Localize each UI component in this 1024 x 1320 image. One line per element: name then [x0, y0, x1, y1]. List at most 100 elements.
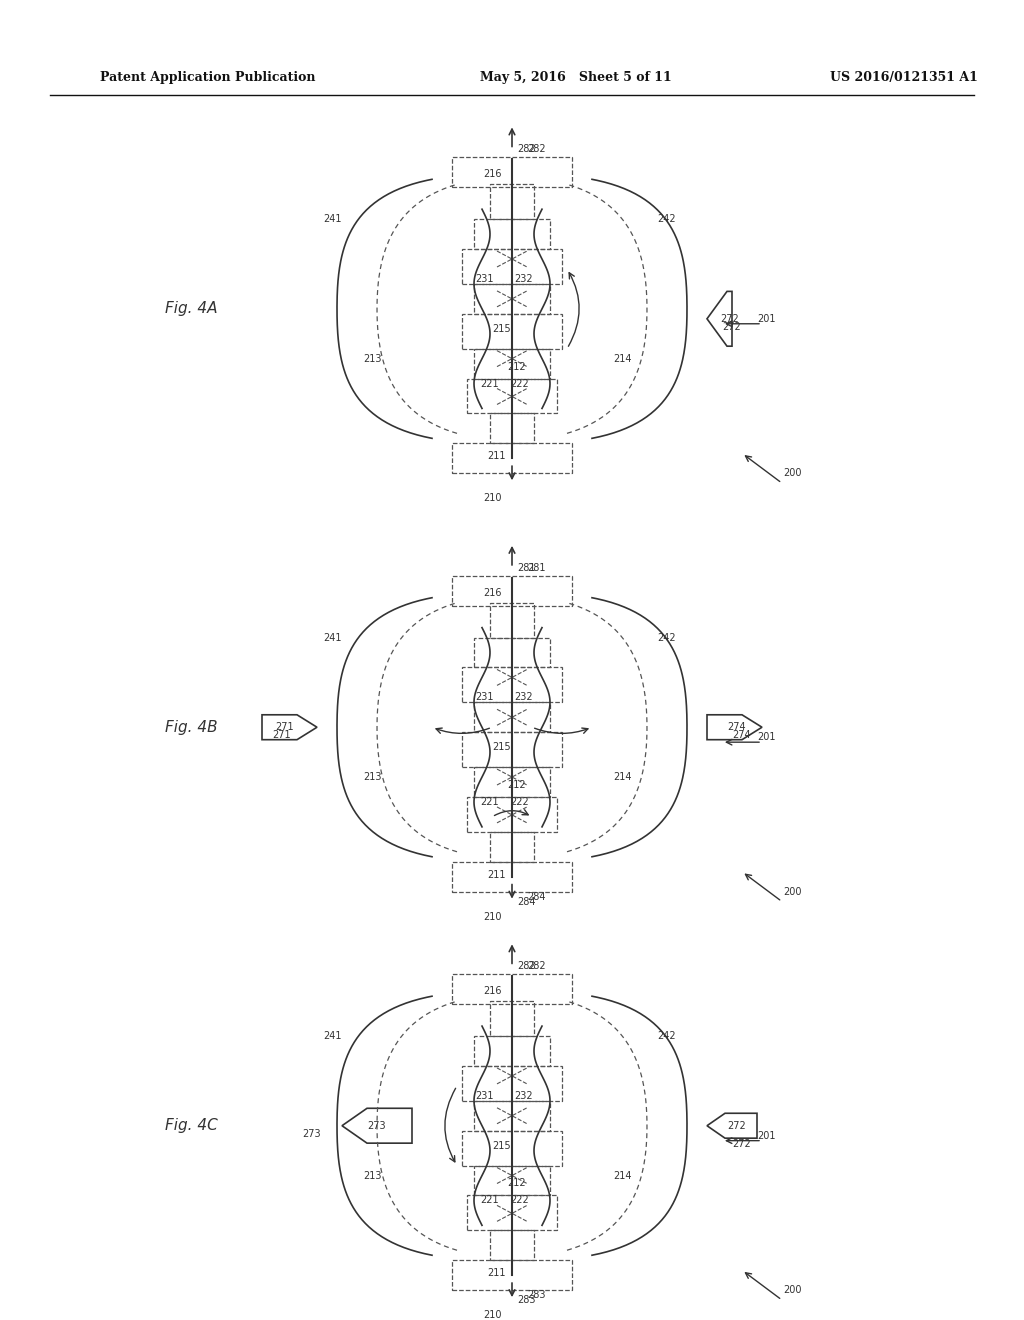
Text: 222: 222 — [511, 797, 529, 807]
Bar — [452, 157, 572, 187]
Text: 215: 215 — [493, 1140, 511, 1151]
Bar — [462, 314, 562, 348]
Text: 201: 201 — [758, 1131, 776, 1140]
Bar — [474, 1036, 550, 1067]
Text: 272: 272 — [720, 314, 739, 323]
Text: 212: 212 — [508, 362, 526, 372]
Text: 274: 274 — [728, 722, 746, 733]
Text: 216: 216 — [482, 587, 502, 598]
Text: May 5, 2016   Sheet 5 of 11: May 5, 2016 Sheet 5 of 11 — [480, 71, 672, 84]
Bar — [474, 284, 550, 314]
Text: 282: 282 — [518, 961, 537, 972]
Text: 273: 273 — [368, 1121, 386, 1131]
Bar — [462, 1067, 562, 1101]
Text: 214: 214 — [612, 354, 631, 363]
Text: 271: 271 — [272, 730, 291, 741]
Text: 200: 200 — [782, 1286, 801, 1295]
Text: 231: 231 — [475, 693, 494, 702]
Bar — [474, 638, 550, 668]
Text: 221: 221 — [480, 1196, 500, 1205]
Bar — [490, 185, 534, 219]
Text: US 2016/0121351 A1: US 2016/0121351 A1 — [830, 71, 978, 84]
Bar — [467, 797, 557, 832]
Text: 215: 215 — [493, 323, 511, 334]
Text: 216: 216 — [482, 169, 502, 180]
Bar — [490, 1230, 534, 1261]
Bar — [452, 576, 572, 606]
Text: 222: 222 — [511, 379, 529, 388]
Text: Patent Application Publication: Patent Application Publication — [100, 71, 315, 84]
Text: 213: 213 — [362, 772, 381, 781]
Bar — [467, 379, 557, 413]
Bar — [474, 219, 550, 249]
Text: 212: 212 — [508, 780, 526, 789]
Text: 241: 241 — [323, 214, 341, 224]
Text: 284: 284 — [518, 896, 537, 907]
Text: 214: 214 — [612, 1171, 631, 1180]
Text: 210: 210 — [482, 912, 502, 921]
Bar — [452, 974, 572, 1005]
Bar — [452, 862, 572, 891]
Text: 210: 210 — [482, 1309, 502, 1320]
Bar — [452, 1261, 572, 1290]
Text: 283: 283 — [518, 1295, 537, 1305]
Text: 282: 282 — [527, 144, 546, 154]
Text: 232: 232 — [515, 275, 534, 284]
Text: 213: 213 — [362, 1171, 381, 1180]
Bar — [474, 702, 550, 733]
Text: 273: 273 — [303, 1129, 322, 1139]
Text: 271: 271 — [275, 722, 294, 733]
Text: 282: 282 — [518, 144, 537, 154]
Text: 281: 281 — [518, 562, 537, 573]
Text: 200: 200 — [782, 469, 801, 478]
Text: 201: 201 — [758, 733, 776, 742]
Text: Fig. 4C: Fig. 4C — [165, 1118, 218, 1133]
Text: 241: 241 — [323, 1031, 341, 1041]
Text: 201: 201 — [758, 314, 776, 323]
Text: 221: 221 — [480, 797, 500, 807]
Text: 221: 221 — [480, 379, 500, 388]
Bar — [462, 733, 562, 767]
Text: 274: 274 — [733, 730, 752, 741]
Text: 272: 272 — [723, 322, 741, 331]
Text: 211: 211 — [487, 870, 506, 879]
Text: 213: 213 — [362, 354, 381, 363]
Text: 272: 272 — [728, 1121, 746, 1131]
Text: 242: 242 — [657, 632, 676, 643]
Bar — [474, 1166, 550, 1196]
Text: 211: 211 — [487, 1269, 506, 1278]
Text: 231: 231 — [475, 275, 494, 284]
Text: 241: 241 — [323, 632, 341, 643]
Bar — [467, 1196, 557, 1230]
Text: 214: 214 — [612, 772, 631, 781]
Text: 242: 242 — [657, 214, 676, 224]
Text: 272: 272 — [732, 1139, 752, 1148]
Text: 222: 222 — [511, 1196, 529, 1205]
Text: 232: 232 — [515, 1090, 534, 1101]
Text: 211: 211 — [487, 451, 506, 461]
Bar — [490, 603, 534, 638]
Bar — [474, 767, 550, 797]
Bar — [462, 668, 562, 702]
Text: Fig. 4B: Fig. 4B — [165, 719, 218, 735]
Text: 283: 283 — [527, 1290, 546, 1300]
Text: 216: 216 — [482, 986, 502, 997]
Text: 210: 210 — [482, 494, 502, 503]
Text: 242: 242 — [657, 1031, 676, 1041]
Text: 212: 212 — [508, 1179, 526, 1188]
Text: 281: 281 — [527, 562, 546, 573]
Bar — [474, 348, 550, 379]
Bar — [462, 249, 562, 284]
Text: Fig. 4A: Fig. 4A — [165, 301, 217, 317]
Bar — [490, 832, 534, 862]
Bar — [490, 1001, 534, 1036]
Text: 284: 284 — [527, 891, 546, 902]
Text: 232: 232 — [515, 693, 534, 702]
Text: 200: 200 — [782, 887, 801, 896]
Bar — [462, 1131, 562, 1166]
Bar — [452, 444, 572, 473]
Bar — [474, 1101, 550, 1131]
Text: 215: 215 — [493, 742, 511, 752]
Text: 231: 231 — [475, 1090, 494, 1101]
Bar — [490, 413, 534, 444]
